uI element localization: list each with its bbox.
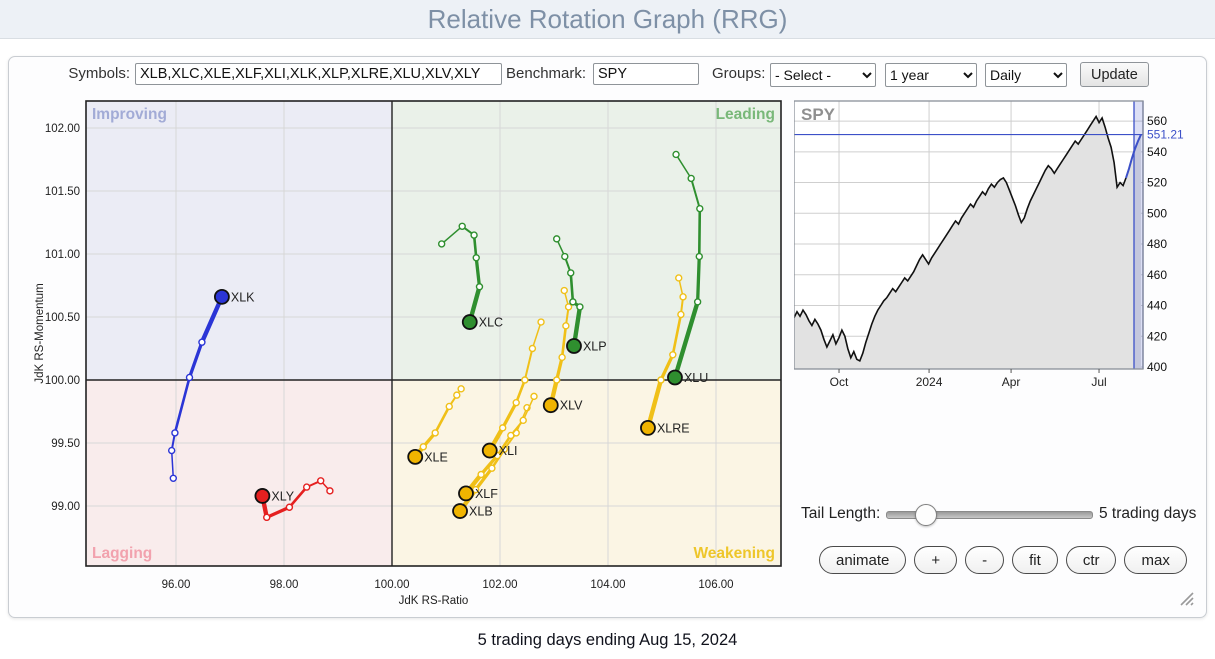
symbols-input[interactable] <box>135 63 502 85</box>
rrg-symbol-head-XLU <box>667 369 683 386</box>
rrg-symbol-head-XLRE <box>640 419 656 436</box>
svg-text:520: 520 <box>1147 176 1167 190</box>
svg-text:98.00: 98.00 <box>270 579 299 591</box>
max-button[interactable]: max <box>1124 546 1187 574</box>
rrg-tail-XLF: XLF <box>458 392 538 502</box>
zoom-out-button[interactable]: - <box>965 546 1005 574</box>
svg-text:Leading: Leading <box>716 106 775 123</box>
svg-text:101.00: 101.00 <box>45 249 80 261</box>
svg-text:100.00: 100.00 <box>45 375 80 387</box>
svg-text:500: 500 <box>1147 206 1167 220</box>
footer-caption: 5 trading days ending Aug 15, 2024 <box>477 631 738 649</box>
zoom-in-button[interactable]: + <box>914 546 958 574</box>
spy-chart-title: SPY <box>801 105 836 124</box>
rrg-symbol-head-XLP <box>566 338 582 354</box>
rrg-symbol-head-XLB <box>452 503 468 519</box>
rrg-tail-XLU: XLU <box>667 150 708 386</box>
rrg-symbol-head-XLC <box>461 314 478 330</box>
rrg-tail-XLC: XLC <box>437 222 503 330</box>
svg-text:104.00: 104.00 <box>590 579 625 591</box>
svg-text:XLRE: XLRE <box>657 421 690 435</box>
svg-text:440: 440 <box>1147 299 1167 313</box>
groups-select[interactable]: - Select - <box>770 63 876 87</box>
svg-text:106.00: 106.00 <box>698 579 733 591</box>
svg-text:Jul: Jul <box>1091 375 1106 389</box>
spy-price-line <box>794 114 1127 363</box>
svg-text:99.00: 99.00 <box>51 501 80 513</box>
svg-text:102.00: 102.00 <box>482 579 517 591</box>
animate-button[interactable]: animate <box>819 546 907 574</box>
frequency-select[interactable]: Daily <box>985 63 1067 87</box>
svg-text:XLY: XLY <box>271 489 294 503</box>
svg-text:Apr: Apr <box>1002 375 1021 389</box>
svg-text:99.50: 99.50 <box>51 438 80 450</box>
rrg-symbol-head-XLE <box>407 448 424 465</box>
svg-text:XLB: XLB <box>469 505 493 519</box>
svg-text:100.00: 100.00 <box>374 579 409 591</box>
rrg-symbol-head-XLY <box>254 488 271 504</box>
svg-text:420: 420 <box>1147 329 1167 343</box>
page-header: Relative Rotation Graph (RRG) <box>0 0 1215 39</box>
svg-text:XLC: XLC <box>479 316 503 330</box>
svg-text:Weakening: Weakening <box>693 545 775 562</box>
svg-text:102.00: 102.00 <box>45 123 80 135</box>
rrg-tail-XLE: XLE <box>407 385 465 465</box>
symbols-label: Symbols: <box>68 65 130 82</box>
svg-text:100.50: 100.50 <box>45 312 80 324</box>
svg-text:460: 460 <box>1147 268 1167 282</box>
tail-length-label: Tail Length: <box>801 505 881 522</box>
svg-text:XLE: XLE <box>424 450 448 464</box>
svg-text:2024: 2024 <box>916 375 943 389</box>
svg-text:480: 480 <box>1147 237 1167 251</box>
rrg-symbol-head-XLK <box>213 288 230 305</box>
center-button[interactable]: ctr <box>1065 546 1117 574</box>
page-title: Relative Rotation Graph (RRG) <box>427 4 788 34</box>
svg-text:JdK RS-Ratio: JdK RS-Ratio <box>399 595 469 607</box>
svg-text:540: 540 <box>1147 145 1167 159</box>
svg-text:96.00: 96.00 <box>162 579 191 591</box>
rrg-tail-XLY: XLY <box>254 477 334 522</box>
tail-length-slider-track[interactable] <box>886 511 1093 519</box>
svg-text:XLV: XLV <box>560 399 583 413</box>
svg-text:560: 560 <box>1147 114 1167 128</box>
svg-text:XLI: XLI <box>499 444 518 458</box>
svg-text:XLF: XLF <box>475 487 498 501</box>
resize-handle-icon[interactable] <box>1177 590 1195 606</box>
benchmark-input[interactable] <box>593 63 699 85</box>
svg-text:Improving: Improving <box>92 106 167 123</box>
rrg-tail-XLK: XLK <box>167 288 255 482</box>
svg-text:JdK RS-Momentum: JdK RS-Momentum <box>34 283 46 383</box>
tail-length-slider-handle[interactable] <box>915 504 937 526</box>
rrg-symbol-head-XLI <box>481 442 498 459</box>
svg-text:XLK: XLK <box>231 290 255 304</box>
svg-text:XLU: XLU <box>684 371 708 385</box>
rrg-symbol-head-XLV <box>542 397 559 414</box>
spy-recent-segment <box>1125 134 1142 179</box>
period-select[interactable]: 1 year <box>885 63 977 87</box>
benchmark-label: Benchmark: <box>506 65 587 82</box>
rrg-tail-XLV: XLV <box>542 286 583 414</box>
fit-button[interactable]: fit <box>1012 546 1058 574</box>
chart-button-row: animate + - fit ctr max <box>819 546 1187 574</box>
groups-label: Groups: <box>712 65 766 82</box>
spy-last-price-label: 551.21 <box>1147 128 1184 142</box>
rrg-tail-XLRE: XLRE <box>640 274 690 436</box>
svg-text:XLP: XLP <box>583 339 607 353</box>
tail-length-value: 5 trading days <box>1099 505 1197 522</box>
svg-text:Oct: Oct <box>830 375 849 389</box>
rrg-tail-XLI: XLI <box>481 318 545 459</box>
rrg-symbol-head-XLF <box>458 485 474 502</box>
rrg-panel: Symbols: Benchmark: Groups: - Select - 1… <box>8 56 1207 618</box>
svg-text:101.50: 101.50 <box>45 186 80 198</box>
update-button[interactable]: Update <box>1080 62 1149 87</box>
rrg-chart[interactable]: Improving Leading Lagging Weakening 96.00 98.… <box>31 96 791 613</box>
svg-text:Lagging: Lagging <box>92 545 152 562</box>
rrg-tail-XLP: XLP <box>553 235 607 354</box>
svg-text:400: 400 <box>1147 360 1167 374</box>
